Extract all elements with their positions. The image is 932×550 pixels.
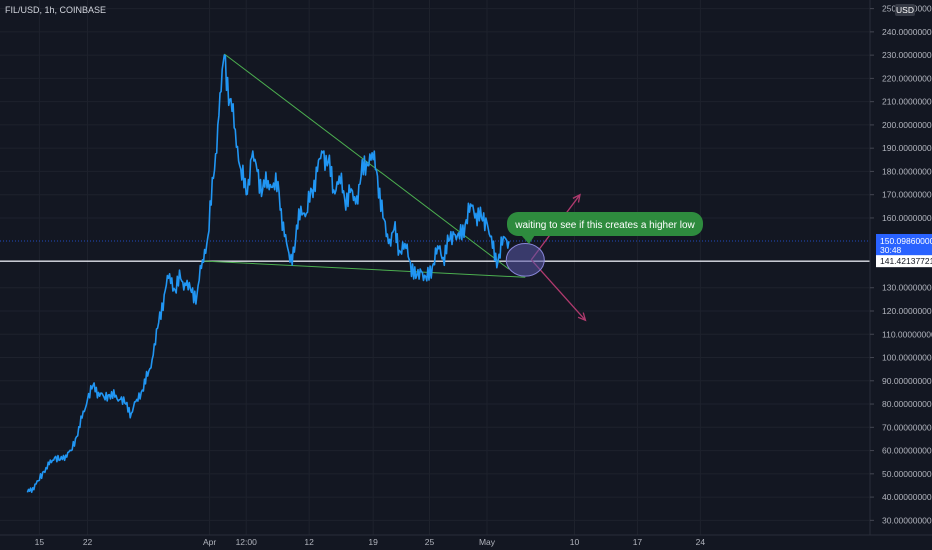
annotation-box[interactable] (507, 212, 703, 236)
price-tick-label: 160.00000000 (882, 213, 932, 223)
time-tick-label: 17 (633, 537, 643, 547)
price-tick-label: 120.00000000 (882, 306, 932, 316)
highlight-ellipse[interactable] (505, 243, 545, 277)
price-tick-label: 210.00000000 (882, 97, 932, 107)
horizontal-line-badge (876, 255, 932, 268)
time-tick-label: 25 (425, 537, 435, 547)
price-tick-label: 80.00000000 (882, 399, 932, 409)
time-axis[interactable]: 15 22 Apr 12:00 12 19 25 May 10 17 24 (35, 537, 706, 547)
price-tick-label: 200.00000000 (882, 120, 932, 130)
time-tick-label: 12 (304, 537, 314, 547)
price-tick-label: 70.00000000 (882, 422, 932, 432)
horizontal-line-label: 141.42137721 (880, 256, 932, 266)
price-series-line (26, 54, 510, 493)
annotation-text: waiting to see if this creates a higher … (514, 220, 695, 231)
price-tick-label: 130.00000000 (882, 283, 932, 293)
price-tick-label: 60.00000000 (882, 446, 932, 456)
price-tick-label: 90.00000000 (882, 376, 932, 386)
trendline[interactable] (202, 260, 526, 278)
price-tick-label: 110.00000000 (882, 329, 932, 339)
last-price-label: 150.09860000 (880, 236, 932, 246)
time-tick-label: May (479, 537, 496, 547)
price-tick-label: 230.00000000 (882, 50, 932, 60)
symbol-label: FIL/USD, 1h, COINBASE (5, 5, 106, 15)
time-tick-label: 24 (696, 537, 706, 547)
grid-lines (0, 0, 870, 535)
price-tick-label: 180.00000000 (882, 166, 932, 176)
projection-arrow-head (572, 193, 581, 203)
currency-badge[interactable]: USD (895, 4, 915, 16)
last-price-badge (876, 233, 932, 256)
projection-arrow-head (577, 312, 587, 322)
time-tick-label: 22 (83, 537, 93, 547)
price-tick-label: 30.00000000 (882, 515, 932, 525)
price-tick-label: 170.00000000 (882, 190, 932, 200)
time-tick-label: 10 (570, 537, 580, 547)
price-tick-label: 220.00000000 (882, 73, 932, 83)
time-tick-label: 19 (368, 537, 378, 547)
price-tick-label: 40.00000000 (882, 492, 932, 502)
price-tick-label: 240.00000000 (882, 27, 932, 37)
price-tick-label: 190.00000000 (882, 143, 932, 153)
price-tick-label: 100.00000000 (882, 353, 932, 363)
annotation-callout[interactable]: waiting to see if this creates a higher … (507, 212, 703, 244)
time-tick-label: 12:00 (236, 537, 258, 547)
currency-badge-label: USD (896, 5, 914, 15)
price-tick-label: 50.00000000 (882, 469, 932, 479)
last-price-countdown: 30:48 (880, 245, 902, 255)
currency-badge-bg (895, 4, 915, 16)
annotation-tail (521, 235, 535, 244)
time-tick-label: Apr (203, 537, 216, 547)
time-tick-label: 15 (35, 537, 45, 547)
